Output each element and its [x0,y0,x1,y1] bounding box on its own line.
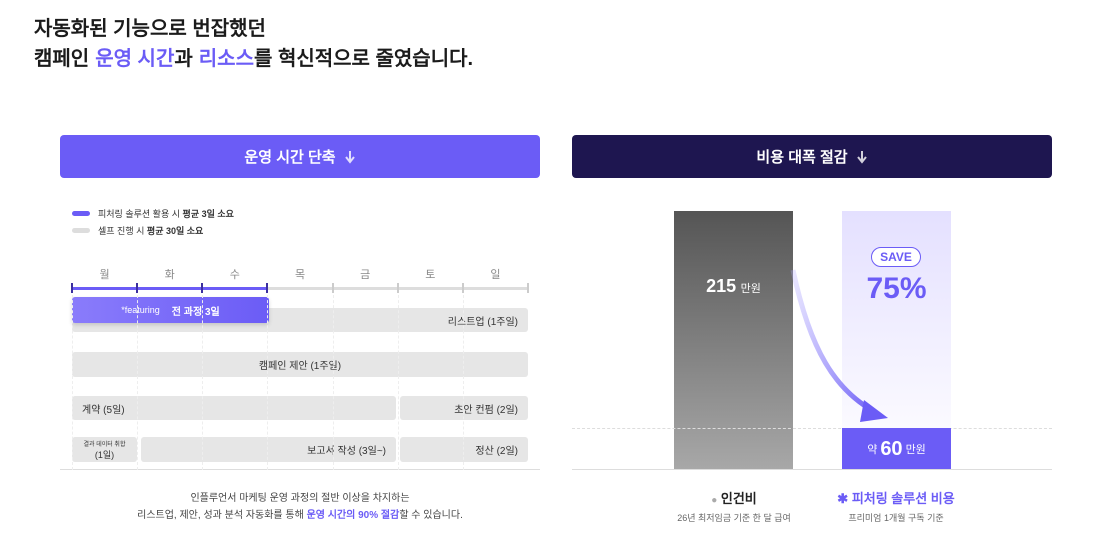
task-text: (1일) [94,449,115,460]
save-percent: 75% [866,272,927,305]
legend-text: 피처링 솔루션 활용 시 평균 3일 소요 [98,207,234,220]
right-header: 비용 대폭 절감 [572,135,1052,178]
grid-line [332,290,334,470]
save-badge: SAVE [871,247,921,267]
amount-unit: 만원 [905,444,926,456]
day-label: 목 [294,269,306,281]
legend-bold: 평균 30일 소요 [146,226,204,236]
caption-text: 할 수 있습니다. [399,510,463,521]
arrow-icon [856,150,867,164]
amount-number: 60 [880,437,903,460]
task-bar: 결과 데이터 취합 (1일) [72,437,137,462]
arrow-icon [344,150,355,164]
labor-label: ● 인건비 [711,491,757,506]
task-bar: 계약 (5일) [72,396,396,420]
tick [136,283,139,293]
grid-line [72,290,73,470]
amount-number: 215 [706,276,737,296]
caption-line: 리스트업, 제안, 성과 분석 자동화를 통해 운영 시간의 90% 절감할 수… [60,506,540,521]
task-bar: 보고서 작성 (3일~) [141,437,396,462]
day-label: 화 [164,269,175,281]
grid-line [397,290,399,470]
grid-line [137,290,139,470]
caption-highlight: 운영 시간의 90% 절감 [306,510,400,521]
heading-text: 를 혁신적으로 줄였습니다. [253,48,474,70]
featuring-text: 전 과정 3일 [171,306,220,318]
left-title: 운영 시간 단축 [244,149,336,166]
tick [71,283,73,293]
solution-note: 프리미엄 1개월 구독 기준 [848,513,944,523]
tick [527,283,529,293]
grid-line [202,290,204,470]
labor-note: 26년 최저임금 기준 한 달 급여 [677,513,791,523]
heading-highlight: 리소스 [198,48,254,70]
featuring-bar: *featuring 전 과정 3일 [72,297,269,323]
labor-bar [674,211,793,470]
legend-bold: 평균 3일 소요 [182,209,234,219]
dashed-line [572,428,1052,429]
legend-item: 피처링 솔루션 활용 시 평균 3일 소요 [72,207,234,220]
day-label: 일 [490,269,501,281]
heading-text: 과 [174,48,193,70]
caption-text: 리스트업, 제안, 성과 분석 자동화를 통해 [137,510,304,521]
legend-item: 셀프 진행 시 평균 30일 소요 [72,224,203,237]
legend-text: 셀프 진행 시 평균 30일 소요 [98,224,203,237]
labor-amount: 215 만원 [674,276,793,297]
day-label: 수 [229,269,240,281]
heading-highlight: 운영 시간 [95,48,175,70]
featuring-brand: *featuring [121,305,160,315]
amount-prefix: 약 [867,444,878,456]
task-bar: 정산 (2일) [400,437,528,462]
track-active [72,287,268,290]
baseline [572,469,1052,470]
day-label: 월 [99,269,110,281]
label-text: 피처링 솔루션 비용 [851,491,955,506]
task-text: 결과 데이터 취합 [83,441,126,448]
legend-label: 셀프 진행 시 [98,226,145,236]
grid-line [462,290,464,470]
caption-line: 인플루언서 마케팅 운영 과정의 절반 이상을 차지하는 [190,493,410,504]
task-bar: 초안 컨펌 (2일) [400,396,528,420]
baseline [60,469,540,470]
tick [266,283,269,293]
solution-bar: 약 60 만원 [842,428,951,470]
tick [461,283,464,293]
solution-label: ✱ 피처링 솔루션 비용 [837,491,955,506]
task-bar: 캠페인 제안 (1주일) [72,352,528,377]
amount-unit: 만원 [740,283,761,295]
left-header: 운영 시간 단축 [60,135,540,178]
heading-line1: 자동화된 기능으로 번잡했던 [34,18,266,40]
track [72,287,528,290]
day-label: 금 [360,269,371,281]
heading-line2: 캠페인 운영 시간과 리소스를 혁신적으로 줄였습니다. [34,42,473,71]
day-label: 토 [425,269,436,281]
tick [331,283,334,293]
heading-text: 캠페인 [34,48,90,70]
reduction-arrow [790,269,888,422]
grid-line [267,290,269,470]
right-title: 비용 대폭 절감 [756,149,848,166]
tick [396,283,399,293]
legend-label: 피처링 솔루션 활용 시 [98,209,181,219]
label-text: 인건비 [720,491,757,506]
tick [201,283,204,293]
